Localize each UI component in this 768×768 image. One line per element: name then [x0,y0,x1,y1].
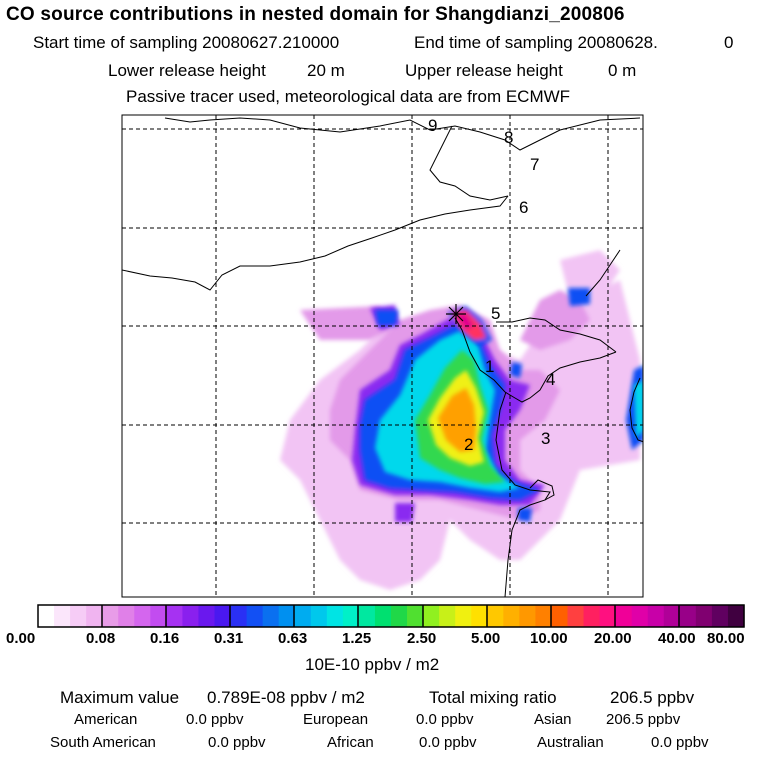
colorbar-swatch [182,605,200,627]
lower-release-value: 20 m [307,61,345,80]
region-label-2: 2 [464,435,474,454]
colorbar-tick-label: 20.00 [594,630,632,647]
colorbar-swatch [198,605,216,627]
colorbar-tick-label: 40.00 [658,630,696,647]
tracer-note: Passive tracer used, meteorological data… [126,87,571,106]
plot-title: CO source contributions in nested domain… [6,4,625,25]
source-name: Australian [537,734,604,751]
colorbar-tick-label: 0.08 [86,630,116,647]
colorbar-swatch [118,605,135,627]
source-name: European [303,711,369,728]
region-label-9: 9 [428,116,438,135]
source-value: 0.0 ppbv [208,734,266,751]
colorbar-swatch [358,605,376,627]
colorbar-swatch [583,605,601,627]
region-label-6: 6 [519,198,529,217]
source-value: 206.5 ppbv [606,711,681,728]
colorbar-swatch [134,605,151,627]
colorbar-swatch [391,605,408,627]
colorbar-swatch [711,605,729,627]
source-value: 0.0 ppbv [651,734,709,751]
colorbar-swatch [246,605,264,627]
source-name: American [74,711,138,728]
colorbar-swatch [38,605,55,627]
region-label-8: 8 [504,128,514,147]
colorbar-swatch [503,605,520,627]
colorbar-tick-label: 1.25 [342,630,372,647]
total-mixing-value: 206.5 ppbv [610,688,695,707]
colorbar-swatch [455,605,472,627]
region-label-1: 1 [485,357,495,376]
colorbar-swatch [214,605,232,627]
colorbar-tick-label: 2.50 [407,630,437,647]
colorbar-swatch [663,605,681,627]
colorbar-swatch [150,605,167,627]
colorbar-swatch [310,605,328,627]
region-label-3: 3 [541,429,551,448]
colorbar-swatch [407,605,424,627]
max-value: 0.789E-08 ppbv / m2 [207,688,365,707]
colorbar-tick-label: 0.31 [214,630,244,647]
colorbar-tick-label: 80.00 [707,630,745,647]
upper-release-value: 0 m [608,61,637,80]
colorbar-swatch [679,605,697,627]
colorbar-swatch [278,605,296,627]
source-value: 0.0 ppbv [186,711,244,728]
region-label-5: 5 [491,304,501,323]
colorbar-ticks [101,605,680,627]
colorbar-tick-label: 0.63 [278,630,308,647]
colorbar-swatch [230,605,248,627]
source-value: 0.0 ppbv [416,711,474,728]
end-time-value: 0 [724,33,734,52]
colorbar-swatch [439,605,456,627]
colorbar-unit: 10E-10 ppbv / m2 [305,655,440,674]
colorbar-swatch [599,605,617,627]
plume-field [280,250,643,590]
colorbar-swatch [423,605,440,627]
colorbar-swatch [102,605,119,627]
colorbar-tick-label: 0.16 [150,630,180,647]
colorbar [38,605,745,627]
colorbar-swatch [166,605,184,627]
colorbar-swatch [727,605,745,627]
source-name: Asian [534,711,572,728]
station-marker-icon [446,304,466,324]
end-time: End time of sampling 20080628. [414,33,658,52]
lower-release-label: Lower release height [108,61,266,80]
source-value: 0.0 ppbv [419,734,477,751]
coastline [122,117,643,597]
start-time: Start time of sampling 20080627.210000 [33,33,340,52]
colorbar-swatch [567,605,585,627]
colorbar-swatch [695,605,713,627]
colorbar-swatch [535,605,553,627]
colorbar-swatch [647,605,665,627]
upper-release-label: Upper release height [405,61,563,80]
colorbar-swatch [342,605,360,627]
region-label-7: 7 [530,155,540,174]
lat-lon-grid [122,115,643,597]
colorbar-swatch [631,605,649,627]
colorbar-swatch [262,605,280,627]
map-frame [121,114,644,598]
colorbar-swatch [471,605,488,627]
colorbar-tick-label: 10.00 [530,630,568,647]
colorbar-swatch [326,605,344,627]
source-name: African [327,734,374,751]
colorbar-swatch [54,605,71,627]
colorbar-swatch [294,605,312,627]
max-value-label: Maximum value [60,688,180,707]
source-name: South American [50,734,156,751]
colorbar-swatch [551,605,569,627]
region-label-4: 4 [546,370,556,389]
total-mixing-label: Total mixing ratio [429,688,557,707]
colorbar-tick-label: 5.00 [471,630,501,647]
colorbar-swatch [519,605,537,627]
colorbar-swatch [487,605,504,627]
colorbar-swatch [374,605,392,627]
colorbar-tick-label: 0.00 [6,630,36,647]
colorbar-swatch [86,605,103,627]
colorbar-swatch [615,605,633,627]
colorbar-swatch [70,605,87,627]
